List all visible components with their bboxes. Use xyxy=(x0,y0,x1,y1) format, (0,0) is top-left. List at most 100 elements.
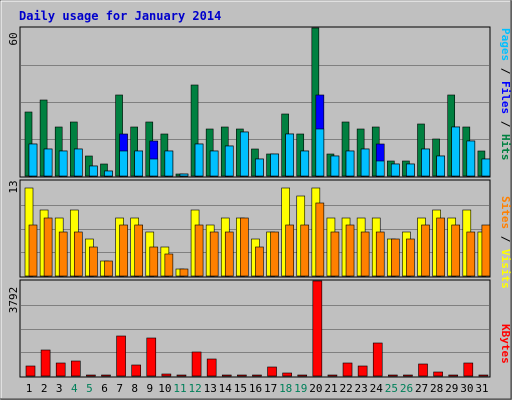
legend-entry-hits: Hits xyxy=(499,134,512,161)
legend-hits: Pages / Files / Hits xyxy=(499,28,512,161)
bar-sites-day-28 xyxy=(436,217,445,277)
bar-kbytes-day-12 xyxy=(191,351,202,377)
x-axis-label-day-4: 4 xyxy=(71,382,78,395)
bar-pages-day-21 xyxy=(330,155,340,177)
bar-hits-day-12 xyxy=(190,84,199,177)
x-axis-label-day-23: 23 xyxy=(355,382,368,395)
legend-separator: / xyxy=(499,114,512,134)
x-axis-label-day-26: 26 xyxy=(400,382,413,395)
bar-kbytes-day-27 xyxy=(418,363,428,377)
bar-sites-day-3 xyxy=(58,231,68,277)
bar-pages-day-13 xyxy=(209,150,219,177)
bar-sites-day-11 xyxy=(179,268,189,277)
legend-separator: / xyxy=(499,229,512,249)
bar-kbytes-day-22 xyxy=(342,362,353,377)
bar-kbytes-day-23 xyxy=(357,365,368,377)
bar-pages-day-5 xyxy=(89,165,98,177)
bar-pages-day-7 xyxy=(119,150,128,177)
bars xyxy=(24,27,491,377)
bar-pages-day-25 xyxy=(391,163,400,177)
bar-sites-day-21 xyxy=(330,231,340,277)
bar-sites-day-30 xyxy=(466,231,476,277)
bar-kbytes-day-26 xyxy=(403,374,413,377)
x-axis-label-day-28: 28 xyxy=(430,382,443,395)
bar-sites-day-31 xyxy=(481,224,491,277)
bar-sites-day-26 xyxy=(406,238,415,277)
legend-kbytes: KBytes xyxy=(499,324,512,364)
x-axis-label-day-29: 29 xyxy=(445,382,458,395)
bar-sites-day-5 xyxy=(89,246,98,277)
x-axis-label-day-1: 1 xyxy=(26,382,33,395)
panel-hits-ymax-label: 60 xyxy=(7,32,20,45)
x-axis-label-day-18: 18 xyxy=(279,382,292,395)
legend-text: Sites / Visits xyxy=(499,196,512,289)
legend-visits: Sites / Visits xyxy=(499,196,512,289)
legend-entry-files: Files xyxy=(499,81,512,114)
x-axis-label-day-11: 11 xyxy=(173,382,186,395)
bar-hits-day-6 xyxy=(100,163,108,177)
bar-pages-day-22 xyxy=(345,150,355,177)
legend-entry-visits: Visits xyxy=(499,249,512,289)
bar-kbytes-day-6 xyxy=(101,374,111,377)
x-axis-label-day-2: 2 xyxy=(41,382,48,395)
bar-kbytes-day-7 xyxy=(116,335,126,377)
x-axis-label-day-7: 7 xyxy=(116,382,123,395)
bar-pages-day-8 xyxy=(134,150,143,177)
x-axis-label-day-5: 5 xyxy=(86,382,93,395)
bar-pages-day-4 xyxy=(73,148,83,177)
bar-kbytes-day-14 xyxy=(221,374,232,377)
bar-kbytes-day-28 xyxy=(433,371,443,377)
bar-kbytes-day-1 xyxy=(25,365,36,377)
x-axis-label-day-12: 12 xyxy=(188,382,201,395)
legend-separator: / xyxy=(499,61,512,81)
x-axis-label-day-21: 21 xyxy=(324,382,337,395)
bar-sites-day-20 xyxy=(315,202,325,277)
bar-kbytes-day-2 xyxy=(40,349,51,377)
x-axis-labels: 1 2 3 4 5 6 7 8 9 10 11 12 13 14 15 16 17 18 19 20 21 22 23 24 2… xyxy=(26,382,489,395)
bar-sites-day-10 xyxy=(164,253,174,277)
x-axis-label-day-30: 30 xyxy=(460,382,473,395)
bar-pages-day-28 xyxy=(436,155,445,177)
bar-pages-day-29 xyxy=(451,126,461,177)
bar-kbytes-day-11 xyxy=(176,374,187,377)
bar-kbytes-day-5 xyxy=(86,374,96,377)
bar-pages-day-14 xyxy=(224,145,234,177)
bar-kbytes-day-25 xyxy=(388,374,398,377)
legend-text: Pages / Files / Hits xyxy=(499,28,512,161)
x-axis-label-day-10: 10 xyxy=(158,382,171,395)
bar-sites-day-12 xyxy=(194,224,204,277)
bar-pages-day-10 xyxy=(164,150,174,177)
bar-sites-day-16 xyxy=(255,246,264,277)
bar-kbytes-day-3 xyxy=(55,362,66,377)
bar-sites-day-2 xyxy=(43,217,53,277)
bar-pages-day-12 xyxy=(194,143,204,177)
bar-kbytes-day-19 xyxy=(297,374,308,377)
x-axis-label-day-24: 24 xyxy=(370,382,384,395)
x-axis-label-day-19: 19 xyxy=(294,382,307,395)
x-axis-label-day-6: 6 xyxy=(101,382,108,395)
x-axis-label-day-9: 9 xyxy=(147,382,154,395)
bar-sites-day-24 xyxy=(375,231,385,277)
bar-kbytes-day-13 xyxy=(206,358,217,377)
x-axis-label-day-8: 8 xyxy=(131,382,138,395)
bar-sites-day-22 xyxy=(345,224,355,277)
bar-sites-day-8 xyxy=(134,224,143,277)
bar-pages-day-1 xyxy=(28,143,38,177)
bar-sites-day-17 xyxy=(270,231,279,277)
panel-kbytes-ymax-label: 3792 xyxy=(7,287,20,314)
bar-pages-day-24 xyxy=(375,160,385,177)
bar-pages-day-3 xyxy=(58,150,68,177)
bar-kbytes-day-29 xyxy=(448,374,459,377)
x-axis-label-day-27: 27 xyxy=(415,382,428,395)
bar-kbytes-day-18 xyxy=(282,372,292,377)
bar-kbytes-day-16 xyxy=(252,374,262,377)
bar-kbytes-day-17 xyxy=(267,366,277,377)
bar-pages-day-31 xyxy=(481,158,491,177)
legend-text: KBytes xyxy=(499,324,512,364)
bar-pages-day-9 xyxy=(149,158,159,177)
bar-pages-day-27 xyxy=(421,148,430,177)
bar-sites-day-15 xyxy=(240,217,249,277)
bar-pages-day-18 xyxy=(285,133,294,177)
bar-pages-day-26 xyxy=(406,163,415,177)
